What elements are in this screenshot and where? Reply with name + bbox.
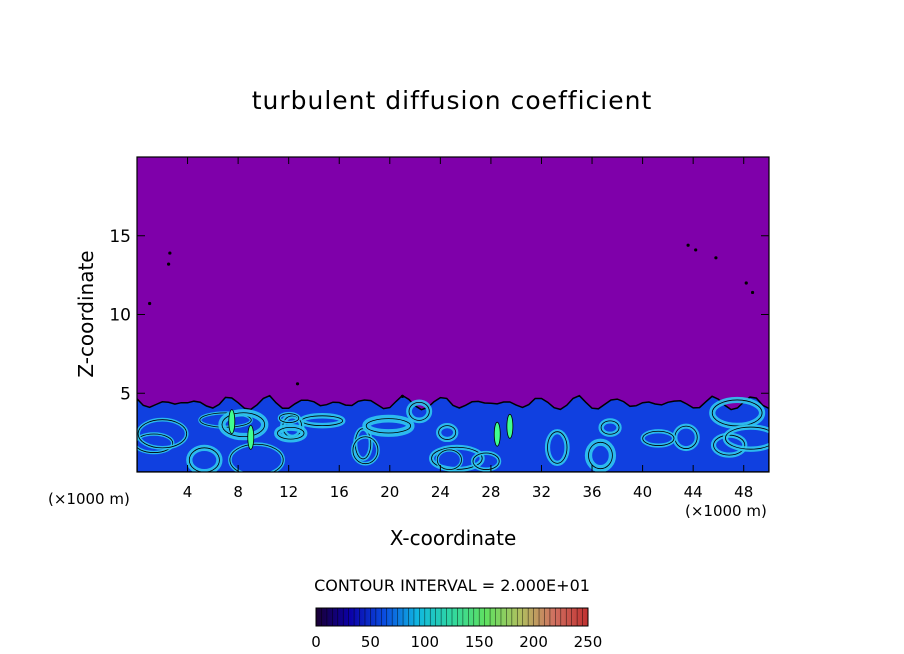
- eddy-contour: [408, 401, 430, 421]
- eddy-contour: [547, 431, 568, 464]
- eddy-contour: [221, 412, 266, 438]
- eddy-contour: [588, 441, 613, 470]
- z-tick-label: 10: [109, 306, 131, 326]
- colorbar-tick-label: 250: [574, 633, 603, 651]
- x-tick-label: 48: [734, 483, 753, 501]
- colorbar-tick-label: 0: [311, 633, 321, 651]
- x-axis: 4 8 12 16 20 24 28 32 36 40 44 48: [183, 157, 753, 501]
- peak-region: [493, 421, 501, 447]
- z-tick-label: 15: [109, 227, 131, 247]
- x-tick-label: 8: [233, 483, 243, 501]
- colorbar-tick-label: 50: [361, 633, 380, 651]
- colorbar-ticks: 0 50 100 150 200 250: [311, 608, 602, 651]
- x-tick-label: 36: [582, 483, 601, 501]
- speck: [744, 281, 748, 285]
- contour-interval: CONTOUR INTERVAL = 2.000E+01: [314, 576, 590, 595]
- x-tick-label: 44: [684, 483, 703, 501]
- x-tick-label: 16: [330, 483, 349, 501]
- speck: [168, 251, 172, 255]
- x-tick-label: 40: [633, 483, 652, 501]
- x-unit-left: (×1000 m): [48, 490, 130, 508]
- speck: [167, 262, 171, 266]
- speck: [694, 248, 698, 252]
- eddy-contour: [277, 427, 305, 440]
- eddy-contour: [600, 420, 620, 435]
- colorbar-tick-label: 200: [519, 633, 548, 651]
- x-tick-label: 4: [183, 483, 193, 501]
- eddy-contour: [352, 436, 379, 465]
- eddy-contour: [365, 418, 412, 434]
- speck: [148, 301, 152, 306]
- peak-region: [228, 409, 236, 435]
- x-tick-label: 28: [481, 483, 500, 501]
- x-tick-label: 24: [431, 483, 450, 501]
- z-axis: 5 10 15: [109, 227, 769, 404]
- z-axis-label: Z-coordinate: [74, 250, 98, 378]
- z-tick-label: 5: [120, 384, 131, 404]
- eddy-contour: [137, 433, 174, 453]
- speck: [750, 290, 755, 295]
- chart-title: turbulent diffusion coefficient: [251, 86, 653, 115]
- speck: [714, 256, 718, 260]
- eddy-contour: [436, 449, 462, 471]
- turbulent-layer: [137, 243, 769, 472]
- x-tick-label: 20: [380, 483, 399, 501]
- eddy-contour: [711, 399, 763, 427]
- eddy-contour: [188, 447, 220, 472]
- speck: [400, 394, 405, 398]
- peak-region: [247, 424, 255, 450]
- eddy-contour: [137, 419, 188, 449]
- colorbar-tick-label: 150: [465, 633, 494, 651]
- x-axis-label: X-coordinate: [389, 526, 517, 550]
- x-tick-label: 12: [279, 483, 298, 501]
- speck: [686, 243, 690, 247]
- eddy-contour: [438, 425, 457, 440]
- peak-region: [506, 413, 514, 439]
- eddy-contour: [278, 413, 300, 423]
- eddy-contour: [725, 426, 769, 450]
- x-unit-right: (×1000 m): [685, 502, 767, 520]
- eddy-contour: [229, 443, 284, 472]
- x-tick-label: 32: [532, 483, 551, 501]
- colorbar-tick-label: 100: [410, 633, 439, 651]
- eddy-contour: [642, 430, 675, 446]
- speck: [295, 382, 300, 386]
- eddy-contour: [472, 452, 500, 470]
